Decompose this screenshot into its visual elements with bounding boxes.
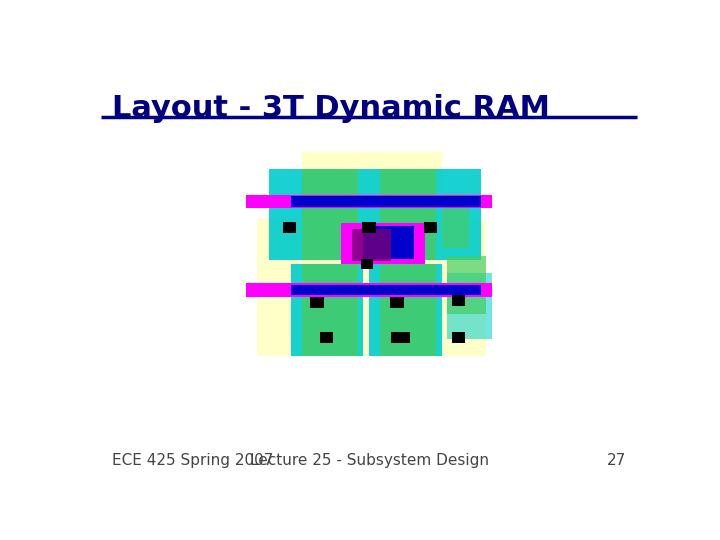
Bar	[362, 222, 376, 233]
Text: ECE 425 Spring 2007: ECE 425 Spring 2007	[112, 453, 274, 468]
Bar	[302, 168, 358, 260]
Bar	[392, 333, 410, 343]
Bar	[380, 168, 436, 260]
Bar	[352, 228, 392, 261]
Bar	[282, 222, 296, 233]
Bar	[441, 194, 469, 248]
Bar	[369, 265, 441, 356]
Bar	[320, 333, 333, 343]
Bar	[302, 265, 358, 356]
Bar	[364, 226, 413, 259]
Bar	[390, 297, 404, 308]
Bar	[246, 194, 492, 208]
Bar	[269, 168, 481, 260]
Bar	[380, 265, 436, 356]
Bar	[246, 283, 492, 297]
Bar	[291, 196, 481, 207]
Bar	[361, 259, 373, 268]
Text: Layout - 3T Dynamic RAM: Layout - 3T Dynamic RAM	[112, 94, 550, 123]
Bar	[310, 297, 324, 308]
Text: 27: 27	[606, 453, 626, 468]
Text: Lecture 25 - Subsystem Design: Lecture 25 - Subsystem Design	[250, 453, 488, 468]
Bar	[341, 223, 425, 265]
Bar	[447, 256, 486, 314]
Bar	[447, 273, 492, 339]
Bar	[258, 219, 486, 356]
Bar	[302, 152, 441, 219]
Bar	[291, 265, 364, 356]
Bar	[423, 222, 437, 233]
Bar	[451, 333, 465, 343]
Bar	[451, 295, 465, 306]
Bar	[291, 285, 481, 295]
